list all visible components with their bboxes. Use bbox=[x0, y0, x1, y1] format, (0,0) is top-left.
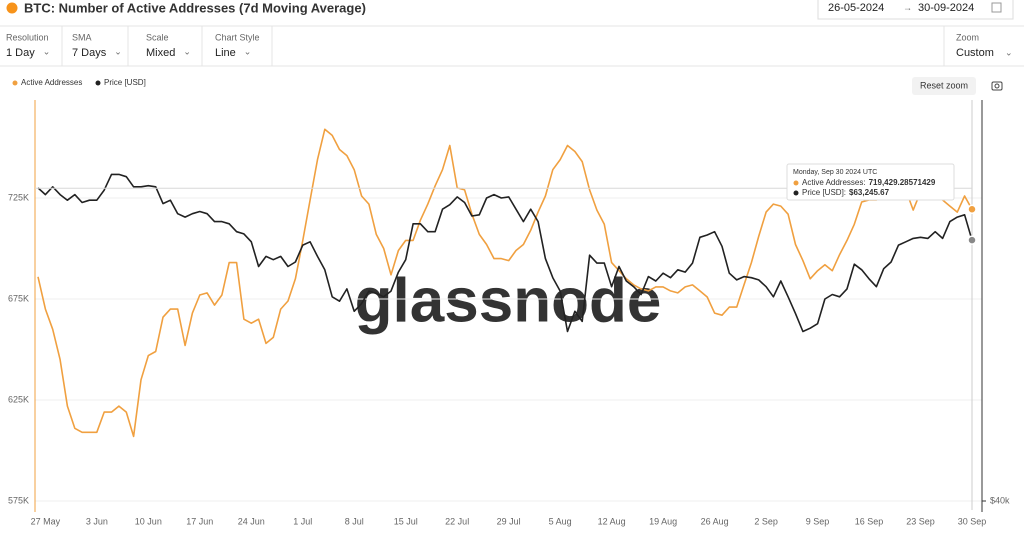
chevron: ⌄ bbox=[244, 46, 252, 56]
series-line bbox=[37, 128, 973, 438]
legend-swatch bbox=[95, 80, 101, 86]
x-tick-label: 8 Jul bbox=[345, 516, 364, 526]
tooltip-value: 719,429.28571429 bbox=[869, 178, 936, 187]
x-tick-label: 22 Jul bbox=[445, 516, 469, 526]
camera-icon[interactable] bbox=[991, 81, 1003, 91]
legend-label[interactable]: Active Addresses bbox=[21, 78, 82, 87]
x-tick-label: 2 Sep bbox=[754, 516, 778, 526]
hover-marker bbox=[967, 235, 977, 245]
date-to[interactable]: 30-09-2024 bbox=[918, 2, 974, 14]
x-tick-label: 3 Jun bbox=[86, 516, 108, 526]
tooltip-swatch bbox=[793, 180, 799, 186]
control-value[interactable]: Mixed bbox=[146, 47, 175, 59]
reset-zoom-label[interactable]: Reset zoom bbox=[920, 80, 968, 90]
x-tick-label: 15 Jul bbox=[394, 516, 418, 526]
x-tick-label: 16 Sep bbox=[855, 516, 884, 526]
x-tick-label: 29 Jul bbox=[497, 516, 521, 526]
control-label: Chart Style bbox=[215, 32, 260, 42]
x-tick-label: 1 Jul bbox=[293, 516, 312, 526]
x-tick-label: 12 Aug bbox=[598, 516, 626, 526]
zoom-value[interactable]: Custom bbox=[956, 47, 994, 59]
date-from[interactable]: 26-05-2024 bbox=[828, 2, 884, 14]
chevron: ⌄ bbox=[114, 46, 122, 56]
chevron: ⌄ bbox=[43, 46, 51, 56]
calendar-icon[interactable] bbox=[991, 2, 1002, 13]
legend-swatch bbox=[12, 80, 18, 86]
x-tick-label: 17 Jun bbox=[186, 516, 213, 526]
plot: 575K 625K 675K 725K $40k 27 May 3 Jun 10 Jun 17 … bbox=[8, 78, 1010, 526]
tooltip-swatch bbox=[793, 190, 799, 196]
control-value[interactable]: 7 Days bbox=[72, 47, 107, 59]
tooltip-value: $63,245.67 bbox=[849, 188, 890, 197]
x-tick-label: 9 Sep bbox=[806, 516, 830, 526]
camera-lens bbox=[994, 83, 1000, 89]
title: BTC: Number of Active Addresses (7d Movi… bbox=[24, 0, 366, 15]
control-label: Resolution bbox=[6, 32, 49, 42]
tooltip bbox=[786, 163, 955, 201]
tooltip-name: Price [USD]: bbox=[802, 188, 846, 197]
control-value[interactable]: Line bbox=[215, 47, 236, 59]
zoom-label: Zoom bbox=[956, 32, 979, 42]
control-label: Scale bbox=[146, 32, 169, 42]
y-tick-label: 675K bbox=[8, 293, 29, 303]
x-tick-label: 30 Sep bbox=[958, 516, 987, 526]
chevron: ⌄ bbox=[1005, 47, 1013, 57]
x-tick-label: 24 Jun bbox=[238, 516, 265, 526]
tooltip-name: Active Addresses: bbox=[802, 178, 866, 187]
watermark: glassnode bbox=[355, 266, 662, 335]
arrow: → bbox=[903, 2, 912, 12]
x-tick-label: 26 Aug bbox=[701, 516, 729, 526]
x-tick-label: 19 Aug bbox=[649, 516, 677, 526]
legend-label[interactable]: Price [USD] bbox=[104, 78, 146, 87]
date-range[interactable] bbox=[817, 0, 1014, 20]
x-tick-label: 5 Aug bbox=[549, 516, 572, 526]
x-tick-label: 23 Sep bbox=[906, 516, 935, 526]
control-value[interactable]: 1 Day bbox=[6, 47, 35, 59]
hover-marker bbox=[967, 204, 977, 215]
y-tick-label: 625K bbox=[8, 394, 29, 404]
chevron: ⌄ bbox=[183, 46, 191, 56]
tooltip-date: Monday, Sep 30 2024 UTC bbox=[793, 169, 877, 176]
y2-tick-label: $40k bbox=[990, 495, 1010, 505]
control-label: SMA bbox=[72, 32, 92, 42]
x-tick-label: 10 Jun bbox=[135, 516, 162, 526]
y-tick-label: 575K bbox=[8, 495, 29, 505]
y-tick-label: 725K bbox=[8, 192, 29, 202]
series-line bbox=[37, 173, 973, 333]
x-tick-label: 27 May bbox=[31, 516, 61, 526]
reset-zoom-button[interactable] bbox=[912, 77, 976, 95]
btc-icon bbox=[6, 2, 18, 14]
